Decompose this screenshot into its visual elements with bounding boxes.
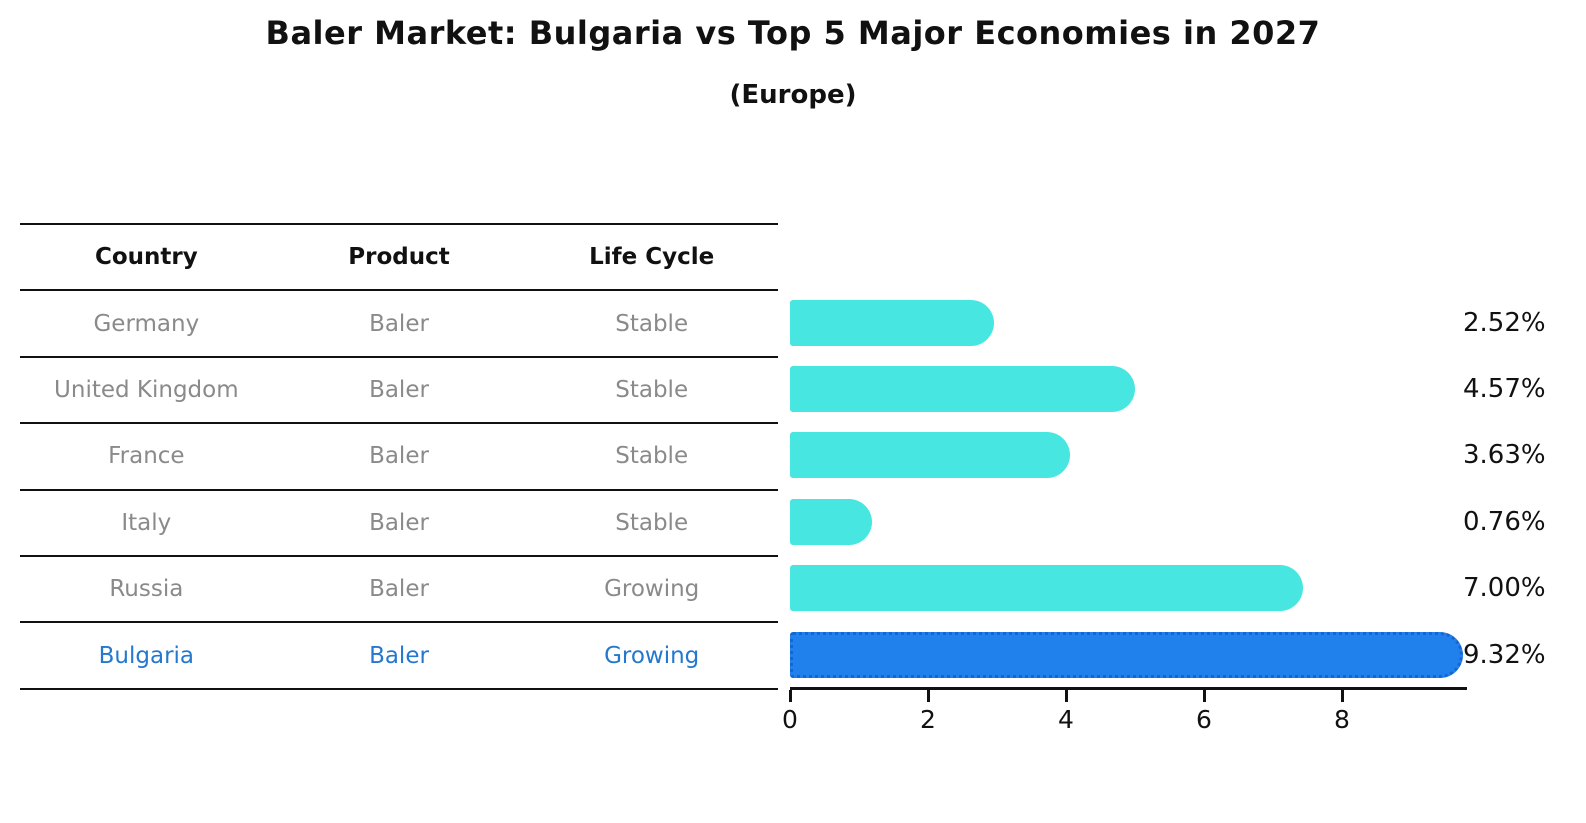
x-axis-tick <box>1064 690 1068 702</box>
table-row-bulgaria: Bulgaria Baler Growing <box>20 621 778 687</box>
bar-italy <box>790 498 873 545</box>
cell-lifecycle: Growing <box>604 576 700 603</box>
cell-lifecycle: Stable <box>615 443 689 470</box>
cell-country: Italy <box>121 509 172 536</box>
x-axis-tick <box>1340 690 1344 702</box>
cell-country: Germany <box>93 310 200 337</box>
cell-product: Baler <box>369 642 429 669</box>
table-row-france: France Baler Stable <box>20 422 778 488</box>
cell-country: France <box>108 443 185 470</box>
cell-lifecycle: Stable <box>615 376 689 403</box>
x-tick-label: 6 <box>1196 705 1212 734</box>
page-subtitle: (Europe) <box>729 80 857 110</box>
cell-product: Baler <box>369 509 429 536</box>
x-axis-line <box>790 687 1467 690</box>
table-header-row: Country Product Life Cycle <box>20 223 778 289</box>
value-label-france: 3.63% <box>1463 440 1546 471</box>
x-tick-label: 4 <box>1058 705 1074 734</box>
bar-chart: 0 2 4 6 8 2.52% 4.57% 3.63% 0.76% 7.00% … <box>782 223 1586 783</box>
bar-bulgaria <box>790 631 1464 678</box>
x-axis-tick <box>926 690 930 702</box>
value-label-russia: 7.00% <box>1463 573 1546 604</box>
value-label-united-kingdom: 4.57% <box>1463 373 1546 404</box>
table-row-russia: Russia Baler Growing <box>20 554 778 621</box>
bar-germany <box>790 299 994 346</box>
cell-country: Russia <box>109 576 184 603</box>
cell-product: Baler <box>369 576 429 603</box>
bar-russia <box>790 565 1303 612</box>
x-tick-label: 0 <box>782 705 798 734</box>
table-row-germany: Germany Baler Stable <box>20 289 778 355</box>
col-header-lifecycle: Life Cycle <box>589 244 715 271</box>
cell-product: Baler <box>369 376 429 403</box>
x-tick-label: 8 <box>1334 705 1350 734</box>
page-title: Baler Market: Bulgaria vs Top 5 Major Ec… <box>265 14 1321 52</box>
x-axis-tick <box>788 690 792 702</box>
cell-lifecycle: Stable <box>615 509 689 536</box>
cell-country: United Kingdom <box>54 376 239 403</box>
cell-product: Baler <box>369 443 429 470</box>
value-label-germany: 2.52% <box>1463 307 1546 338</box>
cell-lifecycle: Stable <box>615 310 689 337</box>
col-header-product: Product <box>348 244 450 271</box>
country-table: Country Product Life Cycle Germany Baler… <box>20 223 778 690</box>
value-label-italy: 0.76% <box>1463 506 1546 537</box>
x-axis-tick <box>1202 690 1206 702</box>
col-header-country: Country <box>94 244 198 271</box>
cell-country: Bulgaria <box>98 642 195 669</box>
value-label-bulgaria: 9.32% <box>1463 639 1546 670</box>
table-row-italy: Italy Baler Stable <box>20 488 778 555</box>
cell-lifecycle: Growing <box>604 642 700 669</box>
bar-united-kingdom <box>790 366 1136 412</box>
x-tick-label: 2 <box>920 705 936 734</box>
cell-product: Baler <box>369 310 429 337</box>
bar-france <box>790 432 1071 479</box>
table-row-united-kingdom: United Kingdom Baler Stable <box>20 355 778 422</box>
